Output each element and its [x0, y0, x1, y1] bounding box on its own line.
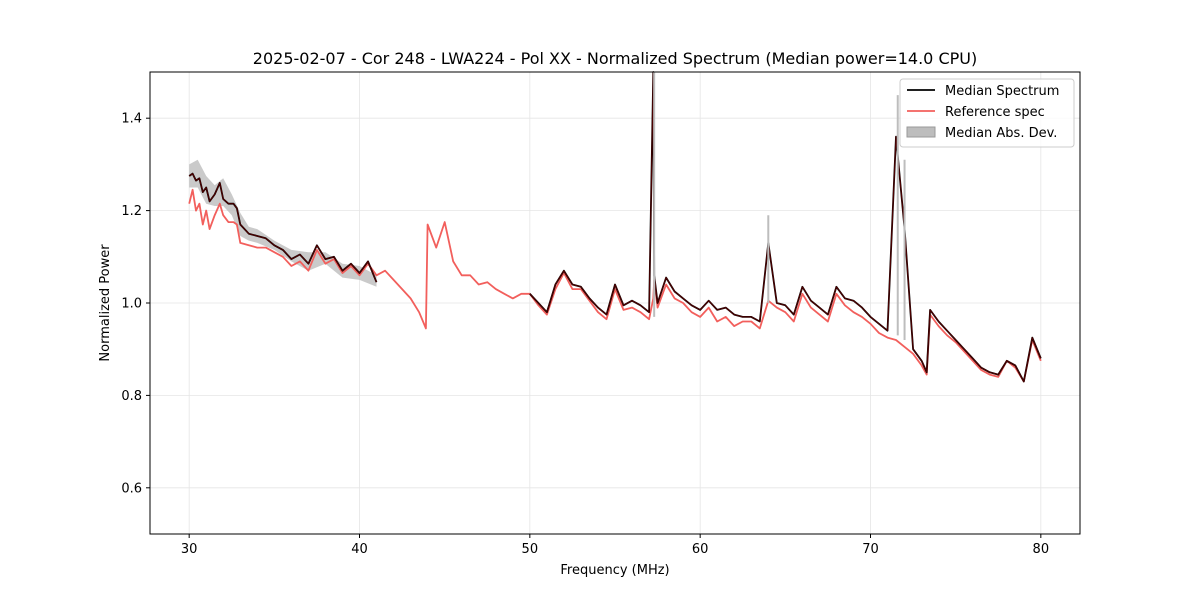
legend-mad-label: Median Abs. Dev.: [945, 126, 1057, 141]
x-tick-label: 60: [692, 542, 709, 557]
y-tick-label: 1.2: [121, 204, 142, 219]
reference-spectrum-line: [188, 188, 1042, 383]
x-tick-label: 50: [522, 542, 539, 557]
x-axis-label: Frequency (MHz): [560, 563, 669, 578]
y-axis-label: Normalized Power: [98, 244, 113, 362]
chart-title: 2025-02-07 - Cor 248 - LWA224 - Pol XX -…: [253, 49, 977, 68]
spike-group: [653, 72, 906, 340]
y-tick-label: 0.8: [121, 389, 142, 404]
legend-box: [899, 78, 1075, 148]
legend-mad-swatch: [906, 126, 936, 138]
legend-reference-label: Reference spec: [945, 105, 1045, 120]
reference-line-group: [188, 188, 1042, 383]
overlap-line: [188, 71, 1042, 383]
legend-median-label: Median Spectrum: [945, 84, 1059, 99]
x-tick-label: 40: [351, 542, 368, 557]
x-tick-label: 80: [1033, 542, 1050, 557]
y-tick-label: 1.0: [121, 297, 142, 312]
y-tick-label: 0.6: [121, 481, 142, 496]
median-line-group: [188, 71, 1042, 383]
legend: Median Spectrum Reference spec Median Ab…: [899, 78, 1075, 148]
x-tick-label: 70: [862, 542, 879, 557]
ticks-group: 30 40 50 60 70 80 0.6 0.8 1.0 1.2 1.4: [121, 112, 1049, 557]
x-tick-label: 30: [181, 542, 198, 557]
y-tick-label: 1.4: [121, 112, 142, 127]
